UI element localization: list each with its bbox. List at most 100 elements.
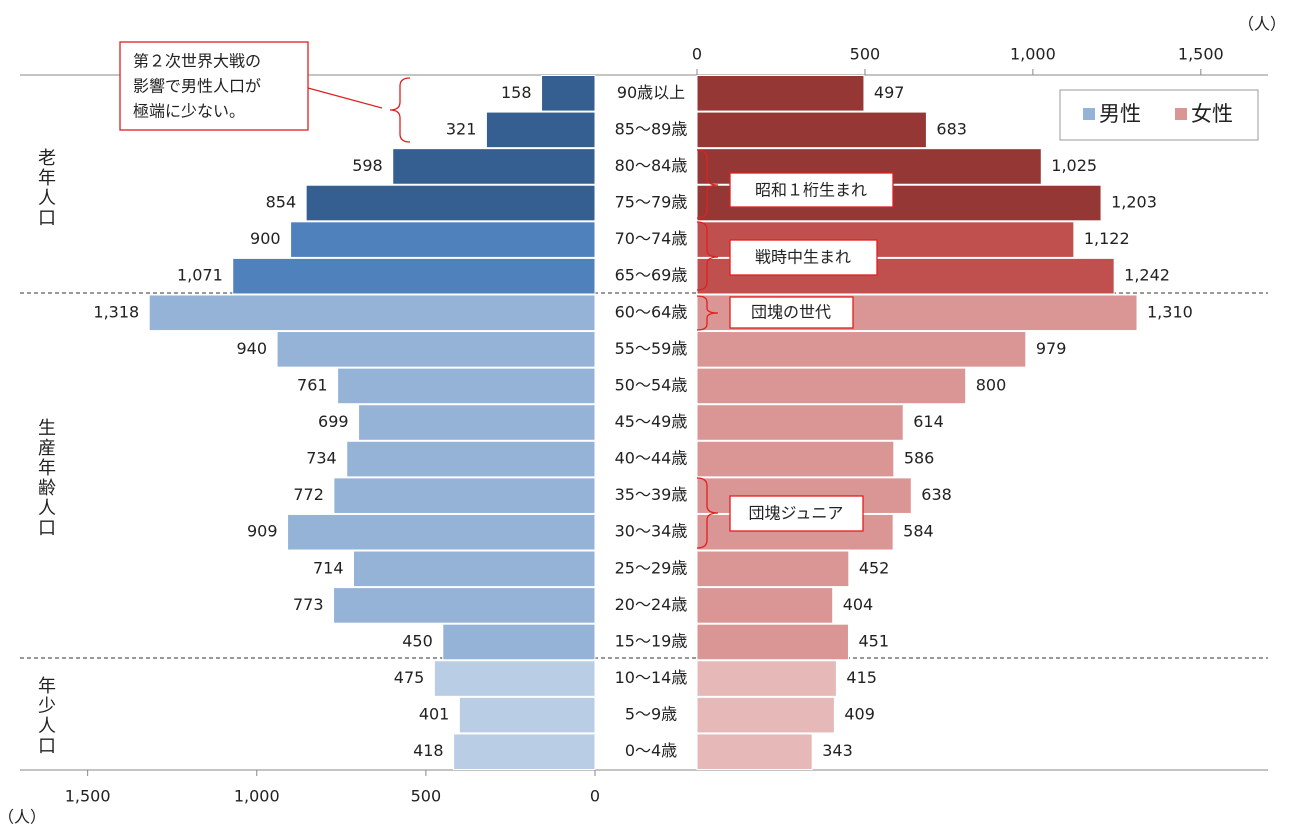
value-label: 773 — [293, 595, 324, 614]
value-label: 409 — [844, 705, 875, 724]
bar — [696, 550, 850, 588]
annotation: 昭和１桁生まれ — [755, 181, 867, 200]
value-label: 598 — [352, 156, 383, 175]
bar — [696, 111, 927, 149]
legend-swatch — [1175, 108, 1187, 120]
bar — [346, 440, 596, 478]
value-label: 979 — [1036, 339, 1067, 358]
axis-unit: （人） — [1238, 15, 1286, 34]
value-label: 415 — [846, 668, 877, 687]
category-label: 85〜89歳 — [615, 119, 688, 138]
category-label: 15〜19歳 — [615, 631, 688, 650]
value-label: 404 — [843, 595, 874, 614]
value-label: 761 — [297, 375, 328, 394]
tick-label: 500 — [850, 45, 881, 64]
bar — [337, 367, 596, 405]
value-label: 321 — [446, 119, 477, 138]
value-label: 1,025 — [1051, 156, 1097, 175]
bar — [696, 75, 865, 112]
legend — [1059, 89, 1259, 141]
tick-label: 1,000 — [1010, 45, 1056, 64]
bar — [696, 404, 904, 441]
annotation: 極端に少ない。 — [133, 102, 245, 121]
bar — [696, 367, 967, 405]
category-label: 25〜29歳 — [615, 558, 688, 577]
bar — [696, 623, 849, 661]
annotation-box — [729, 239, 878, 276]
category-label: 5〜9歳 — [625, 705, 677, 724]
annotation: 第２次世界大戦の — [133, 52, 261, 71]
annotation-box — [729, 495, 864, 532]
bar — [458, 696, 596, 734]
value-label: 800 — [976, 375, 1007, 394]
value-label: 401 — [419, 705, 450, 724]
bar — [232, 257, 596, 295]
value-label: 1,242 — [1124, 266, 1170, 285]
annotation-box — [119, 41, 309, 131]
value-label: 1,318 — [93, 302, 139, 321]
value-label: 158 — [501, 83, 532, 102]
category-label: 75〜79歳 — [615, 193, 688, 212]
value-label: 699 — [318, 412, 349, 431]
category-label: 35〜39歳 — [615, 485, 688, 504]
category-label: 90歳以上 — [617, 83, 685, 102]
category-label: 45〜49歳 — [615, 412, 688, 431]
value-label: 734 — [306, 449, 337, 468]
value-label: 450 — [402, 631, 433, 650]
bar — [485, 111, 596, 149]
annotation: 影響で男性人口が — [133, 77, 261, 96]
value-label: 854 — [266, 193, 297, 212]
value-label: 940 — [237, 339, 268, 358]
bar — [453, 733, 596, 771]
bar — [442, 623, 596, 661]
brace — [389, 77, 411, 143]
value-label: 714 — [313, 558, 344, 577]
annotation-box — [729, 172, 894, 208]
tick-label: 500 — [411, 787, 442, 806]
category-label: 20〜24歳 — [615, 595, 688, 614]
brace — [696, 295, 719, 331]
group-label: 老年人口 — [35, 148, 56, 228]
value-label: 452 — [859, 558, 890, 577]
bar — [696, 733, 813, 771]
bar — [696, 331, 1027, 368]
brace — [696, 477, 719, 549]
bar — [696, 660, 837, 697]
category-label: 65〜69歳 — [615, 266, 688, 285]
bar — [148, 294, 596, 332]
value-label: 614 — [913, 412, 944, 431]
category-label: 50〜54歳 — [615, 375, 688, 394]
value-label: 1,203 — [1111, 193, 1157, 212]
tick-label: 1,000 — [234, 787, 280, 806]
bar — [276, 331, 596, 368]
category-label: 40〜44歳 — [615, 449, 688, 468]
bar — [333, 587, 596, 624]
brace — [696, 221, 719, 291]
value-label: 1,071 — [177, 266, 223, 285]
value-label: 772 — [293, 485, 324, 504]
tick-label: 1,500 — [65, 787, 111, 806]
value-label: 475 — [394, 668, 425, 687]
value-label: 418 — [413, 741, 444, 760]
value-label: 1,310 — [1147, 302, 1193, 321]
value-label: 683 — [936, 119, 967, 138]
value-label: 497 — [874, 83, 905, 102]
tick-label: 1,500 — [1178, 45, 1224, 64]
legend-label: 男性 — [1099, 102, 1141, 126]
value-label: 1,122 — [1084, 229, 1130, 248]
bar — [290, 221, 596, 258]
bar — [358, 404, 596, 441]
value-label: 638 — [921, 485, 952, 504]
brace — [696, 149, 719, 219]
annotation-box — [729, 296, 854, 329]
bar — [696, 696, 835, 734]
group-label: 生産年齢人口 — [35, 418, 56, 538]
group-label: 年少人口 — [35, 676, 56, 756]
bar — [696, 587, 834, 624]
value-label: 586 — [904, 449, 935, 468]
axis-unit: （人） — [0, 808, 46, 827]
category-label: 0〜4歳 — [625, 741, 677, 760]
category-label: 55〜59歳 — [615, 339, 688, 358]
category-label: 70〜74歳 — [615, 229, 688, 248]
category-label: 10〜14歳 — [615, 668, 688, 687]
